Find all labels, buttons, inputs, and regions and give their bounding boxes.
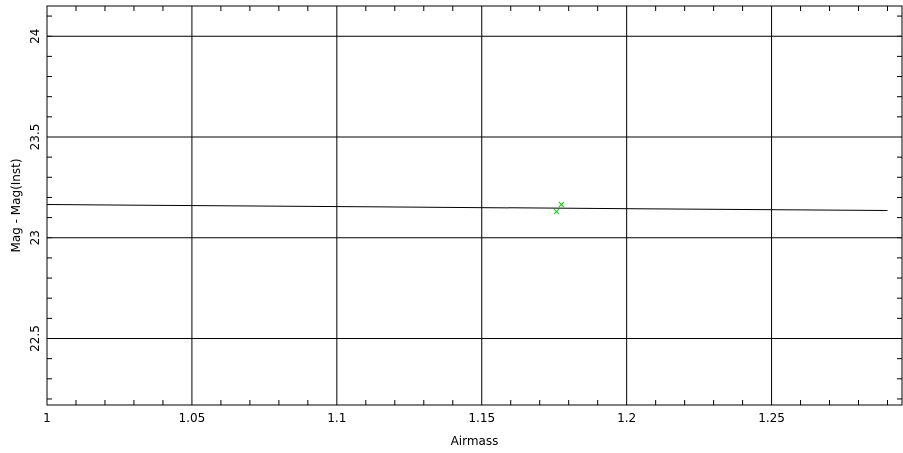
minor-ticks xyxy=(47,6,902,405)
y-tick-label: 23.5 xyxy=(28,124,42,151)
x-tick-label: 1.15 xyxy=(468,411,495,425)
x-tick-label: 1.05 xyxy=(179,411,206,425)
x-tick-label: 1.25 xyxy=(758,411,785,425)
x-tick-label: 1 xyxy=(43,411,51,425)
data-point-marker xyxy=(553,208,560,215)
series xyxy=(46,201,888,215)
y-axis-label: Mag - Mag(Inst) xyxy=(9,158,23,252)
fit-line xyxy=(46,203,888,212)
x-axis-label: Airmass xyxy=(451,434,499,448)
data-point-marker xyxy=(558,201,565,208)
x-tick-labels: 1 1.05 1.1 1.15 1.2 1.25 xyxy=(43,411,785,425)
y-tick-label: 22.5 xyxy=(28,325,42,352)
data-point-stroke xyxy=(558,201,565,208)
y-tick-label: 24 xyxy=(28,29,42,44)
x-tick-label: 1.2 xyxy=(617,411,636,425)
data-point-stroke xyxy=(553,208,560,215)
grid-lines xyxy=(47,6,902,405)
y-tick-label: 23 xyxy=(28,230,42,245)
y-tick-labels: 22.5 23 23.5 24 xyxy=(28,29,42,352)
x-tick-label: 1.1 xyxy=(327,411,346,425)
plot-frame xyxy=(46,5,903,406)
